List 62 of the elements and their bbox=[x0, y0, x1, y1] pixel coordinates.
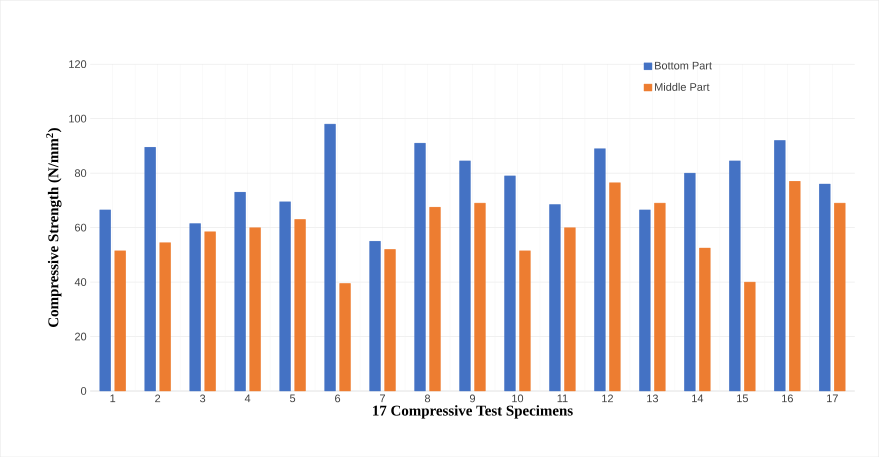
bar bbox=[789, 180, 801, 392]
bar bbox=[294, 219, 306, 392]
bar bbox=[249, 227, 261, 392]
x-tick-label: 16 bbox=[782, 394, 793, 402]
bar bbox=[609, 182, 621, 392]
bar bbox=[834, 202, 846, 392]
bar bbox=[159, 242, 171, 392]
legend-label: Bottom Part bbox=[655, 62, 712, 70]
bar bbox=[384, 249, 396, 392]
y-tick-label: 0 bbox=[80, 387, 86, 395]
bar bbox=[594, 148, 606, 392]
bar bbox=[429, 206, 441, 392]
legend-label: Middle Part bbox=[655, 82, 710, 91]
bar bbox=[459, 160, 471, 392]
x-tick-label: 6 bbox=[335, 394, 340, 402]
x-tick-label: 4 bbox=[244, 394, 250, 402]
x-tick-label: 9 bbox=[470, 394, 476, 402]
bar bbox=[324, 124, 336, 392]
x-tick-label: 13 bbox=[647, 394, 658, 402]
y-tick-label: 120 bbox=[69, 60, 86, 68]
x-tick-label: 14 bbox=[692, 394, 704, 402]
bar bbox=[639, 210, 651, 392]
bar bbox=[114, 250, 126, 392]
x-tick-label: 1 bbox=[110, 394, 116, 402]
bar bbox=[339, 283, 351, 392]
bar bbox=[774, 140, 786, 392]
x-tick-label: 2 bbox=[155, 394, 160, 402]
y-tick-label: 60 bbox=[75, 224, 86, 232]
bar bbox=[504, 176, 516, 392]
bar bbox=[279, 201, 291, 392]
y-tick-label: 20 bbox=[75, 332, 86, 340]
y-tick-label: 100 bbox=[69, 114, 86, 122]
bar bbox=[519, 250, 531, 392]
bar bbox=[819, 184, 831, 392]
x-tick-label: 15 bbox=[737, 394, 748, 402]
y-tick-label: 80 bbox=[74, 169, 86, 177]
bar bbox=[549, 204, 561, 392]
y-axis-title: Compressive Strength (N/mm$^{2}$) bbox=[46, 128, 62, 327]
bar bbox=[729, 160, 741, 392]
x-tick-label: 10 bbox=[512, 394, 524, 402]
bar bbox=[744, 282, 756, 392]
x-tick-label: 5 bbox=[290, 394, 296, 402]
bar bbox=[564, 227, 576, 392]
bar bbox=[234, 192, 246, 392]
x-tick-label: 11 bbox=[558, 394, 568, 402]
bar bbox=[99, 210, 111, 392]
x-tick-label: 7 bbox=[380, 394, 386, 402]
x-tick-label: 12 bbox=[602, 394, 613, 402]
bar bbox=[144, 146, 156, 392]
bar bbox=[684, 172, 696, 392]
bar bbox=[654, 202, 666, 392]
x-tick-label: 17 bbox=[827, 394, 838, 402]
bar bbox=[189, 223, 201, 392]
bar bbox=[699, 248, 711, 392]
x-tick-label: 8 bbox=[424, 394, 430, 402]
bar bbox=[204, 231, 216, 392]
y-tick-label: 40 bbox=[74, 278, 86, 286]
bar bbox=[369, 240, 381, 392]
x-axis-title: 17 Compressive Test Specimens bbox=[373, 405, 573, 419]
bar bbox=[474, 202, 486, 392]
bar bbox=[414, 142, 426, 392]
x-tick-label: 3 bbox=[200, 394, 206, 402]
